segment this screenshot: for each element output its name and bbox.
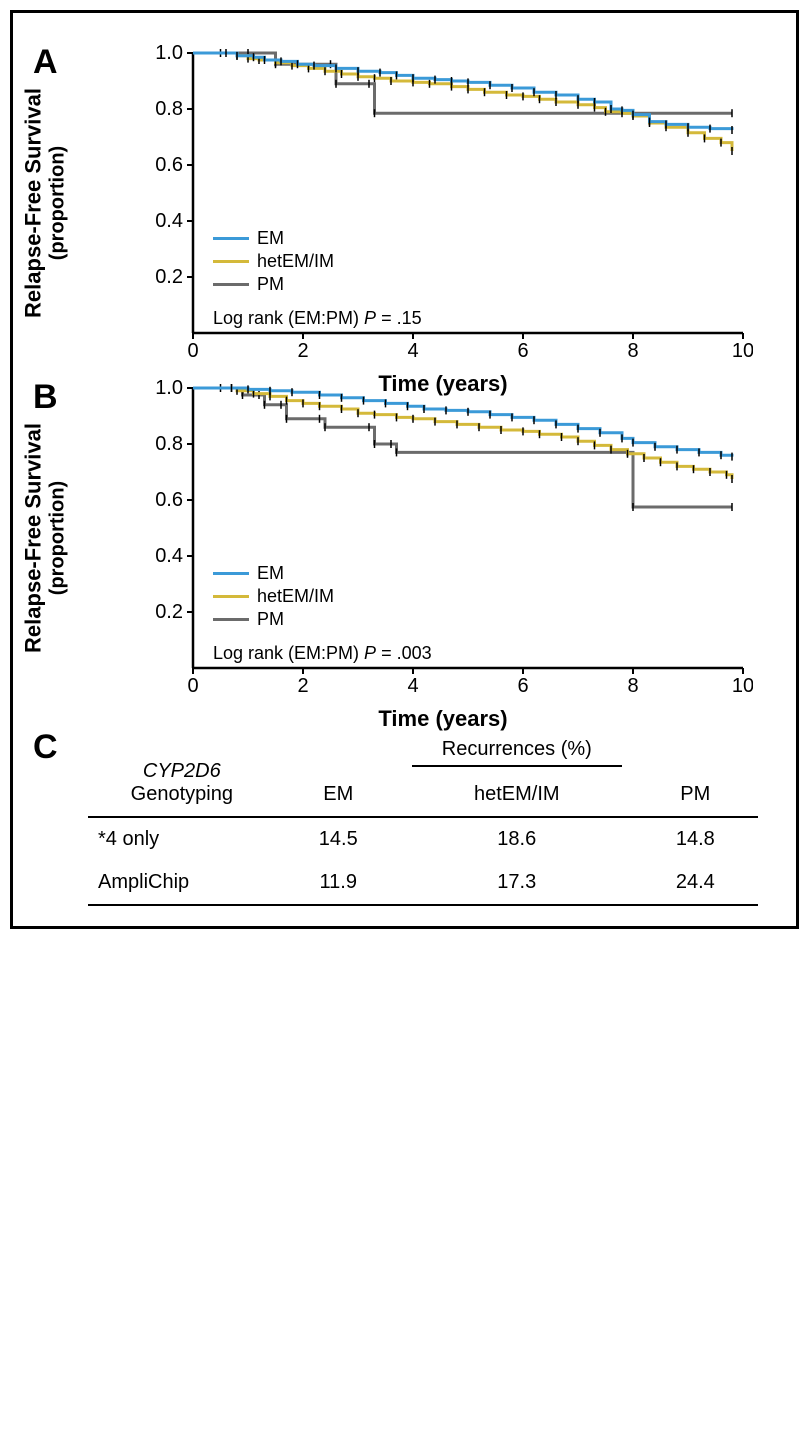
panel-a-ylabel-sub: (proportion) — [47, 63, 70, 343]
table-spanner: Recurrences (%) — [276, 728, 758, 773]
row-label: AmpliChip — [88, 861, 276, 905]
svg-text:8: 8 — [627, 675, 638, 697]
svg-text:8: 8 — [627, 340, 638, 362]
cell: 17.3 — [401, 861, 633, 905]
legend-swatch-pm — [213, 283, 249, 286]
recurrence-table: CYP2D6 Genotyping Recurrences (%) EM het… — [88, 728, 758, 906]
svg-text:1.0: 1.0 — [155, 378, 183, 399]
panel-c: C CYP2D6 Genotyping Recurrences (%) EM h… — [33, 728, 766, 906]
logrank-p-label: P — [364, 643, 376, 663]
svg-text:0.8: 0.8 — [155, 433, 183, 455]
logrank-p-label: P — [364, 308, 376, 328]
logrank-p-value: = .15 — [376, 308, 422, 328]
svg-text:0.4: 0.4 — [155, 545, 183, 567]
col-pm: PM — [633, 773, 758, 817]
cell: 24.4 — [633, 861, 758, 905]
panel-a: A Relapse-Free Survival (proportion) 0.2… — [33, 43, 766, 363]
legend-swatch-em — [213, 572, 249, 575]
svg-text:6: 6 — [517, 675, 528, 697]
panel-b-ylabel-sub: (proportion) — [47, 398, 70, 678]
svg-text:10: 10 — [732, 675, 753, 697]
panel-b-legend: EM hetEM/IM PM — [213, 563, 334, 632]
svg-text:0.4: 0.4 — [155, 210, 183, 232]
legend-label-pm: PM — [257, 609, 284, 630]
table-row: *4 only 14.5 18.6 14.8 — [88, 817, 758, 861]
legend-label-hetem: hetEM/IM — [257, 251, 334, 272]
panel-c-label: C — [33, 728, 58, 767]
legend-swatch-em — [213, 237, 249, 240]
legend-row: EM — [213, 563, 334, 584]
spanner-text: Recurrences (%) — [412, 738, 622, 767]
panel-b: B Relapse-Free Survival (proportion) 0.2… — [33, 378, 766, 698]
svg-text:6: 6 — [517, 340, 528, 362]
panel-a-logrank: Log rank (EM:PM) P = .15 — [213, 308, 422, 329]
legend-swatch-hetem — [213, 260, 249, 263]
svg-text:0.6: 0.6 — [155, 154, 183, 176]
svg-text:1.0: 1.0 — [155, 43, 183, 64]
cell: 18.6 — [401, 817, 633, 861]
legend-label-em: EM — [257, 563, 284, 584]
legend-row: hetEM/IM — [213, 251, 334, 272]
figure-container: A Relapse-Free Survival (proportion) 0.2… — [10, 10, 799, 929]
col-em: EM — [276, 773, 401, 817]
svg-text:0.8: 0.8 — [155, 98, 183, 120]
svg-text:4: 4 — [407, 675, 418, 697]
panel-b-logrank: Log rank (EM:PM) P = .003 — [213, 643, 432, 664]
table-header-row1: CYP2D6 Genotyping Recurrences (%) — [88, 728, 758, 773]
cell: 14.5 — [276, 817, 401, 861]
svg-text:4: 4 — [407, 340, 418, 362]
svg-text:0.2: 0.2 — [155, 601, 183, 623]
legend-label-hetem: hetEM/IM — [257, 586, 334, 607]
logrank-p-value: = .003 — [376, 643, 432, 663]
panel-b-ylabel-main: Relapse-Free Survival — [21, 423, 46, 653]
legend-label-pm: PM — [257, 274, 284, 295]
svg-text:0.6: 0.6 — [155, 489, 183, 511]
logrank-prefix: Log rank (EM:PM) — [213, 308, 364, 328]
svg-text:0: 0 — [187, 340, 198, 362]
svg-text:10: 10 — [732, 340, 753, 362]
svg-text:2: 2 — [297, 675, 308, 697]
legend-swatch-pm — [213, 618, 249, 621]
col-hetem: hetEM/IM — [401, 773, 633, 817]
cell: 14.8 — [633, 817, 758, 861]
logrank-prefix: Log rank (EM:PM) — [213, 643, 364, 663]
cell: 11.9 — [276, 861, 401, 905]
svg-text:2: 2 — [297, 340, 308, 362]
row-label: *4 only — [88, 817, 276, 861]
panel-a-chart: Relapse-Free Survival (proportion) 0.20.… — [133, 43, 753, 363]
panel-b-ylabel: Relapse-Free Survival (proportion) — [21, 398, 70, 678]
legend-swatch-hetem — [213, 595, 249, 598]
legend-row: EM — [213, 228, 334, 249]
panel-a-ylabel: Relapse-Free Survival (proportion) — [21, 63, 70, 343]
panel-c-table-wrap: CYP2D6 Genotyping Recurrences (%) EM het… — [88, 728, 758, 906]
genotyping-sub: Genotyping — [96, 783, 268, 806]
genotyping-italic: CYP2D6 — [96, 760, 268, 783]
svg-text:0: 0 — [187, 675, 198, 697]
panel-b-chart: Relapse-Free Survival (proportion) 0.20.… — [133, 378, 753, 698]
table-row-header-cell: CYP2D6 Genotyping — [88, 728, 276, 817]
panel-a-legend: EM hetEM/IM PM — [213, 228, 334, 297]
table-row: AmpliChip 11.9 17.3 24.4 — [88, 861, 758, 905]
legend-row: PM — [213, 609, 334, 630]
svg-text:0.2: 0.2 — [155, 266, 183, 288]
legend-label-em: EM — [257, 228, 284, 249]
legend-row: hetEM/IM — [213, 586, 334, 607]
panel-a-ylabel-main: Relapse-Free Survival — [21, 88, 46, 318]
legend-row: PM — [213, 274, 334, 295]
